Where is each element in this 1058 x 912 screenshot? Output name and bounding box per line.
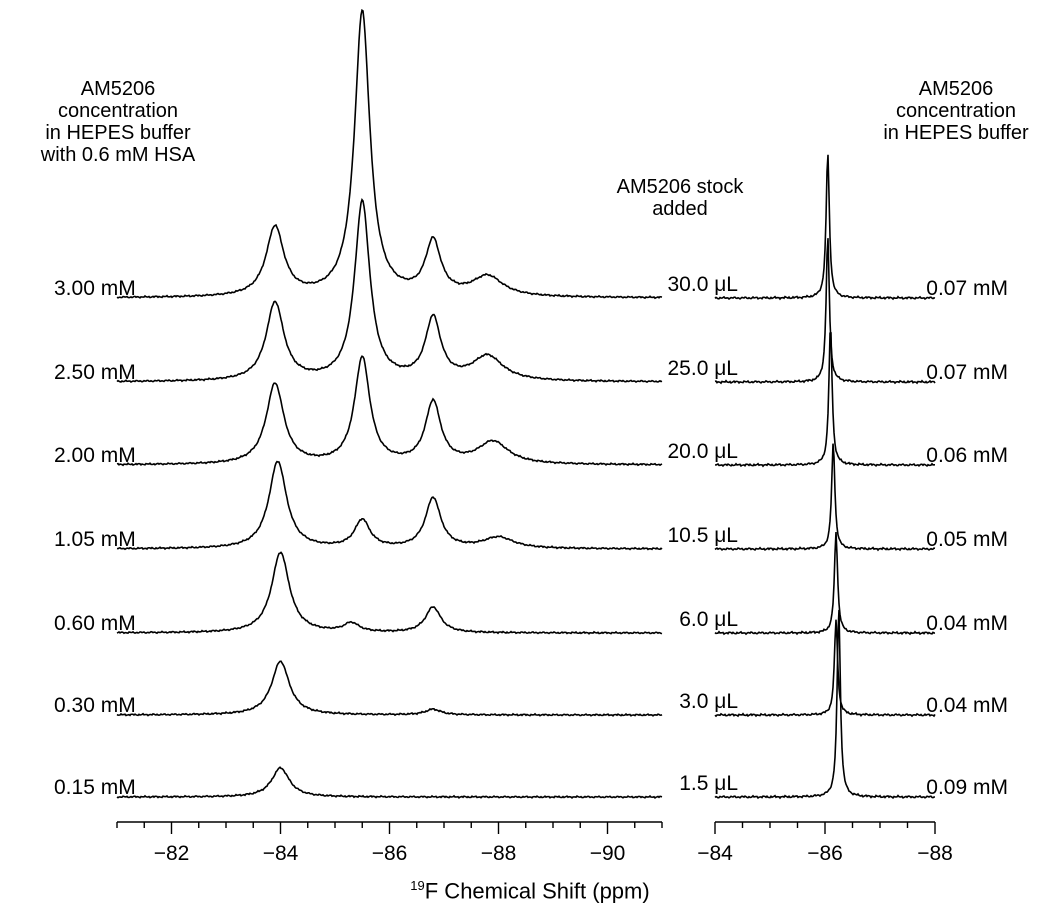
left-spectrum-line <box>116 551 663 635</box>
x-axis-title-sup: 19 <box>410 878 425 893</box>
left-concentration-label: 0.30 mM <box>54 694 136 717</box>
left-concentration-label: 2.00 mM <box>54 444 136 467</box>
x-axis-title-main: F Chemical Shift (ppm) <box>424 878 650 904</box>
right-x-tick-label: −86 <box>807 842 843 865</box>
right-spectrum-line <box>714 238 936 385</box>
right-spectrum-line <box>714 443 936 552</box>
left-header-line: AM5206 <box>80 78 156 100</box>
left-panel: 3.00 mM 2.50 mM 2.00 mM 1.05 mM 0.60 mM 0.30 … <box>54 8 663 865</box>
left-spectrum-line <box>116 197 663 384</box>
right-concentration-label: 0.09 mM <box>926 776 1008 799</box>
left-concentration-label: 0.15 mM <box>54 776 136 799</box>
left-spectrum-line <box>116 8 663 300</box>
right-x-tick-label: −88 <box>917 842 953 865</box>
stock-volume-label: 6.0 μL <box>679 608 738 631</box>
left-spectrum-line <box>116 355 663 467</box>
left-header-line: concentration <box>57 100 179 122</box>
right-spectrum-line <box>714 609 936 800</box>
left-concentration-label: 3.00 mM <box>54 277 136 300</box>
left-x-tick-label: −82 <box>154 842 190 865</box>
right-header-line: in HEPES buffer <box>883 122 1029 144</box>
left-x-tick-label: −86 <box>372 842 408 865</box>
right-header-line: AM5206 <box>918 78 994 100</box>
left-concentration-label: 2.50 mM <box>54 361 136 384</box>
right-spectrum-line <box>714 531 936 636</box>
stock-volume-label: 10.5 μL <box>668 524 739 547</box>
left-spectrum-line <box>116 460 663 551</box>
right-panel: 0.07 mM 30.0 μL 0.07 mM 25.0 μL 0.06 mM 20.0 … <box>668 154 1008 865</box>
stock-volume-label: 3.0 μL <box>679 690 738 713</box>
right-concentration-label: 0.04 mM <box>926 694 1008 717</box>
right-header-line: concentration <box>895 100 1017 122</box>
left-x-tick-label: −90 <box>590 842 626 865</box>
right-spectrum-line <box>714 619 936 718</box>
right-concentration-label: 0.04 mM <box>926 612 1008 635</box>
right-concentration-label: 0.05 mM <box>926 528 1008 551</box>
left-concentration-label: 0.60 mM <box>54 612 136 635</box>
stock-header-line: AM5206 stock <box>616 176 744 198</box>
right-concentration-label: 0.07 mM <box>926 361 1008 384</box>
left-x-tick-label: −84 <box>263 842 299 865</box>
left-header: AM5206 concentration in HEPES buffer wit… <box>0 78 236 166</box>
stock-volume-label: 1.5 μL <box>679 772 738 795</box>
right-x-tick-label: −84 <box>697 842 733 865</box>
right-spectrum-line <box>714 154 936 301</box>
left-x-tick-label: −88 <box>481 842 517 865</box>
left-spectrum-line <box>116 766 663 800</box>
left-header-line: with 0.6 mM HSA <box>40 144 196 166</box>
right-header: AM5206 concentration in HEPES buffer <box>852 78 1058 144</box>
x-axis-title: 19F Chemical Shift (ppm) <box>260 878 800 904</box>
right-concentration-label: 0.07 mM <box>926 277 1008 300</box>
stock-volume-label: 25.0 μL <box>668 357 739 380</box>
stock-header: AM5206 stock added <box>560 176 800 220</box>
stock-volume-label: 20.0 μL <box>668 440 739 463</box>
stock-header-line: added <box>652 198 708 220</box>
right-spectrum-line <box>714 332 936 468</box>
left-spectrum-line <box>116 660 663 717</box>
stock-volume-label: 30.0 μL <box>668 273 739 296</box>
left-header-line: in HEPES buffer <box>45 122 191 144</box>
right-concentration-label: 0.06 mM <box>926 444 1008 467</box>
left-concentration-label: 1.05 mM <box>54 528 136 551</box>
